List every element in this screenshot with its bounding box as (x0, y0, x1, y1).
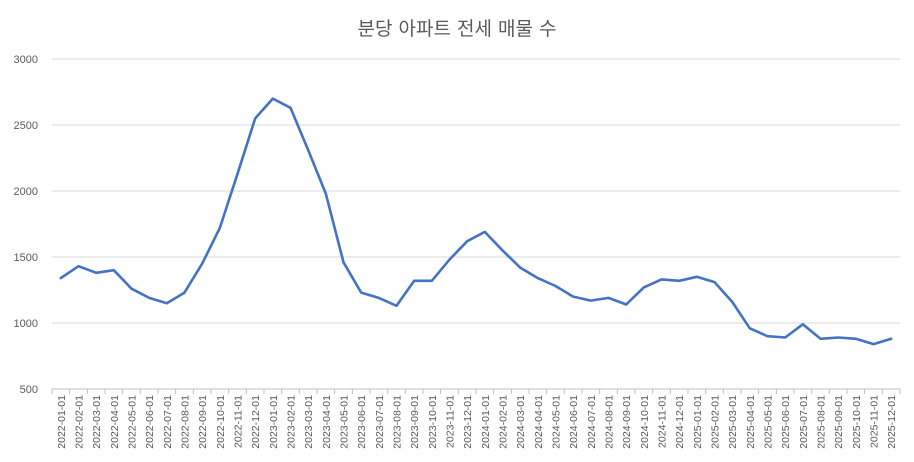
x-tick-label: 2022-01-01 (56, 395, 68, 449)
x-tick-label: 2024-12-01 (674, 395, 686, 449)
x-tick-label: 2022-11-01 (233, 395, 245, 448)
x-tick-label: 2024-02-01 (498, 395, 510, 449)
x-tick-label: 2025-10-01 (851, 395, 863, 449)
y-tick-label: 1000 (14, 318, 38, 330)
x-tick-label: 2022-06-01 (144, 395, 156, 449)
x-tick-label: 2025-05-01 (763, 395, 775, 449)
chart-title: 분당 아파트 전세 매물 수 (358, 18, 557, 40)
x-tick-label: 2025-01-01 (692, 395, 704, 449)
series-line (59, 97, 893, 346)
x-tick-label: 2023-04-01 (321, 395, 333, 449)
gridlines (52, 58, 900, 324)
y-tick-label: 2000 (14, 186, 38, 198)
x-tick-label: 2022-09-01 (197, 395, 209, 449)
x-tick-label: 2024-10-01 (639, 395, 651, 449)
x-tick-label: 2023-02-01 (286, 395, 298, 449)
x-tick-label: 2022-04-01 (109, 395, 121, 449)
x-tick-label: 2022-05-01 (127, 395, 139, 449)
y-tick-label: 2500 (14, 120, 38, 132)
x-tick-label: 2022-12-01 (250, 395, 262, 449)
x-tick-label: 2023-09-01 (409, 395, 421, 449)
x-tick-label: 2025-04-01 (745, 395, 757, 449)
x-tick-label: 2023-06-01 (356, 395, 368, 449)
x-tick-label: 2023-12-01 (462, 395, 474, 449)
x-tick-label: 2022-02-01 (74, 395, 86, 449)
x-tick-label: 2022-03-01 (91, 395, 103, 449)
x-tick-label: 2024-05-01 (551, 395, 563, 449)
x-tick-label: 2025-03-01 (727, 395, 739, 449)
x-tick-label: 2023-08-01 (392, 395, 404, 449)
x-tick-label: 2024-06-01 (568, 395, 580, 449)
x-axis-ticks: 2022-01-01 2022-02-01 2022-03-01 2022-04-01… (51, 389, 901, 449)
x-tick-label: 2024-01-01 (480, 395, 492, 449)
series (59, 97, 893, 346)
x-tick-label: 2023-01-01 (268, 395, 280, 449)
x-tick-label: 2024-07-01 (586, 395, 598, 449)
x-tick-label: 2023-07-01 (374, 395, 386, 449)
x-tick-label: 2025-09-01 (833, 395, 845, 449)
x-tick-label: 2022-07-01 (162, 395, 174, 449)
x-tick-label: 2025-02-01 (710, 395, 722, 449)
x-tick-label: 2025-06-01 (780, 395, 792, 449)
x-tick-label: 2024-04-01 (533, 395, 545, 449)
x-tick-label: 2023-11-01 (445, 395, 457, 448)
y-axis-ticks: 500 1000 1500 2000 2500 3000 (14, 54, 38, 396)
x-tick-label: 2022-10-01 (215, 395, 227, 449)
x-tick-label: 2023-05-01 (339, 395, 351, 449)
x-tick-label: 2022-08-01 (180, 395, 192, 449)
y-tick-label: 1500 (14, 252, 38, 264)
x-tick-label: 2024-03-01 (515, 395, 527, 449)
y-tick-label: 500 (20, 384, 38, 396)
x-tick-label: 2025-12-01 (886, 395, 898, 449)
x-tick-label: 2024-09-01 (621, 395, 633, 449)
y-tick-label: 3000 (14, 54, 38, 66)
x-tick-label: 2024-11-01 (657, 395, 669, 448)
x-tick-label: 2025-07-01 (798, 395, 810, 449)
x-tick-label: 2024-08-01 (604, 395, 616, 449)
x-tick-label: 2025-08-01 (816, 395, 828, 449)
x-tick-label: 2025-11-01 (869, 395, 881, 448)
x-tick-label: 2023-10-01 (427, 395, 439, 449)
x-tick-label: 2023-03-01 (303, 395, 315, 449)
